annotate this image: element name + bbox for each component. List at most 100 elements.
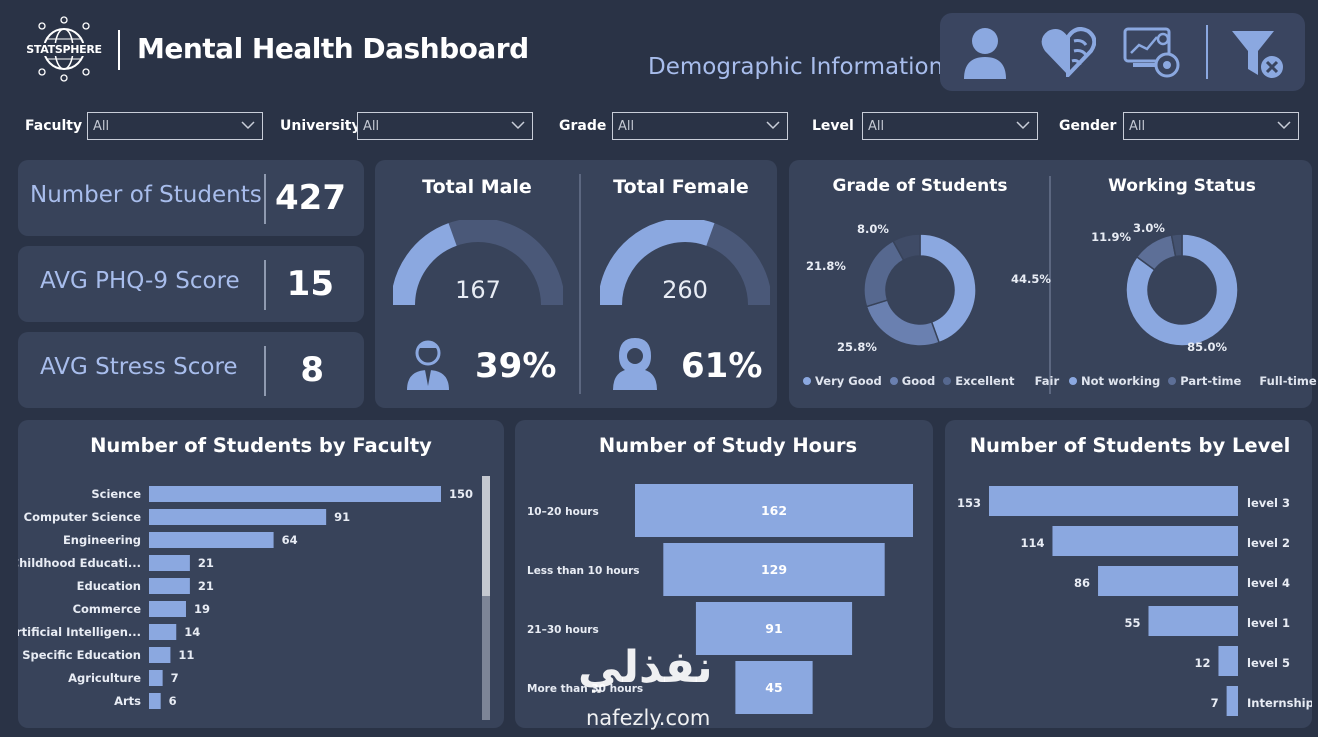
level-value-label: 86 (1074, 576, 1090, 590)
faculty-category-label: Specific Education (22, 648, 141, 662)
faculty-bar (149, 647, 171, 663)
faculty-chart-title: Number of Students by Faculty (90, 434, 432, 457)
legend-item: Very Good (815, 374, 882, 388)
study-hours-card: Number of Study Hours 10–20 hours 162 Less… (515, 420, 933, 728)
faculty-bar (149, 601, 186, 617)
level-category-label: level 1 (1247, 616, 1290, 630)
grade-slice-label: 8.0% (857, 222, 889, 236)
male-percent: 39% (475, 346, 557, 386)
legend-item: Good (901, 374, 936, 388)
legend-item: Fair (1034, 374, 1060, 388)
work-donut-chart: 85.0% 11.9%3.0% (1091, 221, 1239, 354)
faculty-value-label: 19 (194, 602, 210, 616)
kpi-label: AVG PHQ-9 Score (40, 268, 240, 294)
user-icon[interactable] (962, 27, 1008, 85)
faculty-value-label: 21 (198, 579, 214, 593)
faculty-category-label: Artificial Intelligen... (18, 625, 141, 639)
study-hours-category-label: 10–20 hours (527, 506, 599, 518)
legend-dot (1168, 377, 1177, 385)
faculty-chart-card: Number of Students by Faculty Science 150… (18, 420, 504, 728)
faculty-category-label: Commerce (73, 602, 142, 616)
male-gauge-fill (393, 223, 458, 306)
level-select[interactable]: All (862, 112, 1038, 140)
chevron-down-icon (511, 121, 525, 130)
legend-item: Part-time (1180, 374, 1242, 388)
kpi-divider (264, 346, 266, 396)
page-subtitle: Demographic Information (648, 54, 944, 80)
grade-slice-0 (919, 233, 977, 344)
female-person-icon (609, 336, 661, 394)
scrollbar-track[interactable] (482, 476, 490, 720)
faculty-category-label: Engineering (63, 533, 141, 547)
kpi-value: 8 (300, 350, 324, 390)
brain-heart-icon[interactable] (1040, 27, 1097, 81)
study-hours-category-label: 21–30 hours (527, 624, 599, 636)
level-value-label: 114 (1020, 536, 1044, 550)
donut-card: Grade of Students Working Status 44.5% 25… (789, 160, 1317, 408)
faculty-bar (149, 693, 161, 709)
header-divider (118, 30, 120, 70)
level-category-label: level 4 (1247, 576, 1290, 590)
analytics-monitor-icon[interactable] (1123, 25, 1181, 85)
clear-filter-icon[interactable] (1230, 29, 1288, 85)
faculty-category-label: Computer Science (24, 510, 142, 524)
study-hours-bar (663, 543, 885, 596)
grade-select[interactable]: All (612, 112, 788, 140)
kpi-card-phq9: AVG PHQ-9 Score 15 (18, 246, 364, 322)
level-bar (989, 486, 1238, 516)
male-count: 167 (455, 276, 501, 304)
grade-donut-chart: 44.5% 25.8% 21.8% 8.0% (806, 222, 1051, 354)
study-hours-funnel-chart: 10–20 hours 162 Less than 10 hours 129 21–30… (527, 484, 913, 714)
globe-icon (38, 16, 90, 82)
faculty-bar (149, 509, 327, 525)
faculty-value-label: 64 (282, 533, 298, 547)
university-select[interactable]: All (357, 112, 533, 140)
work-slice-2 (1170, 233, 1183, 258)
logo: STATSPHERE (22, 14, 106, 84)
scrollbar-thumb[interactable] (482, 476, 490, 596)
faculty-value-label: 150 (449, 487, 473, 501)
gender-select[interactable]: All (1123, 112, 1299, 140)
level-bar (1148, 606, 1238, 636)
faculty-category-label: Childhood Educati... (18, 556, 141, 570)
male-person-icon (405, 338, 451, 394)
filter-label-university: University (280, 118, 361, 134)
level-value-label: 153 (957, 496, 981, 510)
study-hours-value-label: 91 (765, 621, 782, 636)
level-value-label: 12 (1194, 656, 1210, 670)
study-hours-category-label: More than 30 hours (527, 683, 643, 695)
study-hours-value-label: 162 (761, 503, 787, 518)
grade-select-value: All (618, 119, 635, 134)
kpi-card-students: Number of Students 427 (18, 160, 364, 236)
university-select-value: All (363, 119, 380, 134)
level-chart-title: Number of Students by Level (969, 434, 1291, 457)
kpi-label: AVG Stress Score (40, 354, 238, 380)
faculty-bar (149, 532, 274, 548)
work-slice-label: 11.9% (1091, 230, 1131, 244)
level-bar (1098, 566, 1238, 596)
work-slice-label: 85.0% (1187, 340, 1227, 354)
work-chart-title: Working Status (1108, 176, 1256, 196)
legend-item: Excellent (955, 374, 1015, 388)
donut-divider (1049, 176, 1051, 394)
study-hours-category-label: Less than 10 hours (527, 565, 640, 577)
kpi-value: 15 (286, 264, 334, 304)
chevron-down-icon (766, 121, 780, 130)
kpi-divider (264, 174, 266, 224)
level-category-label: Internship (1247, 696, 1312, 710)
page-title: Mental Health Dashboard (137, 32, 529, 65)
female-gauge-fill (600, 220, 715, 306)
legend-item: Full-time (1259, 374, 1317, 388)
female-gauge (600, 220, 770, 306)
level-category-label: level 2 (1247, 536, 1290, 550)
faculty-bar (149, 624, 177, 640)
study-hours-bar (695, 602, 853, 655)
filter-label-faculty: Faculty (25, 118, 83, 134)
grade-legend: Very Good Good Excellent Fair (803, 374, 1059, 388)
faculty-select[interactable]: All (87, 112, 263, 140)
work-slice-label: 3.0% (1133, 221, 1165, 235)
legend-dot (803, 377, 811, 385)
gender-select-value: All (1129, 119, 1146, 134)
chevron-down-icon (1277, 121, 1291, 130)
grade-slice-3 (892, 233, 921, 262)
